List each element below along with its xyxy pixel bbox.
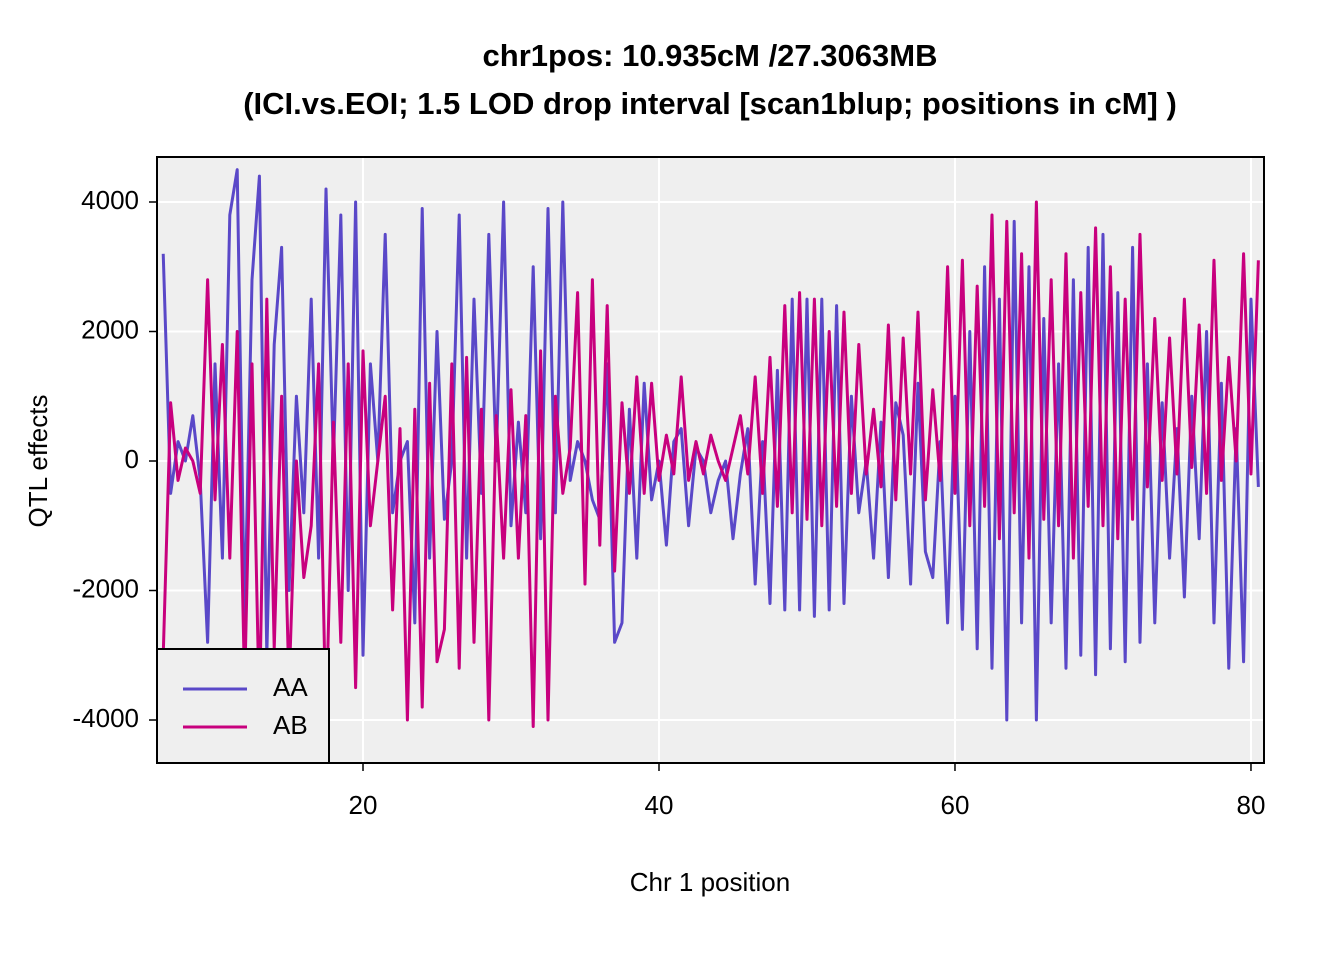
x-tick-label: 20 xyxy=(349,790,378,820)
y-tick-label: -4000 xyxy=(73,703,140,733)
chart-title: chr1pos: 10.935cM /27.3063MB xyxy=(483,38,938,73)
y-tick-label: 0 xyxy=(125,444,139,474)
series-line xyxy=(161,200,1260,728)
y-tick-label: -2000 xyxy=(73,573,140,603)
x-axis-label: Chr 1 position xyxy=(630,867,790,897)
plot-border xyxy=(156,156,1265,764)
legend-label: AA xyxy=(273,672,308,702)
x-tick-label: 40 xyxy=(645,790,674,820)
y-tick-label: 4000 xyxy=(81,185,139,215)
x-tick-label: 60 xyxy=(941,790,970,820)
legend-label: AB xyxy=(273,710,308,740)
y-tick-label: 2000 xyxy=(81,314,139,344)
x-tick-label: 80 xyxy=(1237,790,1266,820)
chart-subtitle: (ICI.vs.EOI; 1.5 LOD drop interval [scan… xyxy=(243,86,1177,121)
y-axis-label: QTL effects xyxy=(23,395,53,528)
legend-box xyxy=(156,648,330,764)
